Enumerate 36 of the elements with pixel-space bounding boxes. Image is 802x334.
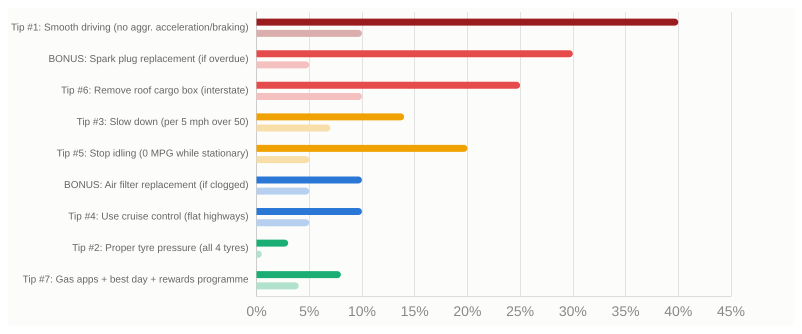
x-tick-label: 45% [716, 303, 746, 319]
bar [256, 18, 678, 26]
bar [256, 156, 310, 164]
bar [256, 144, 468, 152]
bar [256, 30, 362, 37]
x-tick-label: 30% [558, 303, 587, 319]
bar [256, 188, 310, 195]
bar [256, 113, 404, 120]
bar [256, 176, 362, 184]
y-tick-label: Tip #7: Gas apps + best day + rewards programme [22, 274, 249, 286]
x-tick-label: 25% [506, 303, 534, 319]
x-tick-label: 40% [664, 303, 692, 319]
y-tick-label: Tip #3: Slow down (per 5 mph over 50) [76, 116, 249, 128]
bar [256, 82, 520, 89]
x-tick-label: 0% [246, 303, 267, 319]
x-tick-label: 15% [400, 303, 429, 319]
y-tick-label: Tip #5: Stop idling (0 MPG while stationary) [56, 148, 249, 160]
y-tick-label: BONUS: Spark plug replacement (if overdue) [48, 54, 249, 65]
bar [256, 61, 310, 68]
y-tick-label: BONUS: Air filter replacement (if clogged) [64, 180, 249, 192]
y-tick-label: Tip #6: Remove roof cargo box (interstate) [61, 85, 249, 96]
x-tick-label: 5% [299, 303, 320, 319]
x-tick-label: 35% [612, 303, 640, 319]
bar [256, 282, 299, 290]
bar [256, 50, 573, 58]
x-tick-label: 10% [348, 303, 376, 319]
bar [256, 124, 330, 132]
bar [256, 271, 341, 278]
bar [256, 240, 288, 247]
x-tick-label: 20% [453, 303, 482, 319]
bar [256, 208, 362, 216]
bar [256, 92, 362, 100]
y-tick-label: Tip #2: Proper tyre pressure (all 4 tyres) [72, 243, 249, 254]
y-tick-label: Tip #4: Use cruise control (flat highways) [68, 212, 249, 223]
y-tick-label: Tip #1: Smooth driving (no aggr. acceleration/braking) [10, 22, 249, 34]
bar [256, 219, 310, 226]
